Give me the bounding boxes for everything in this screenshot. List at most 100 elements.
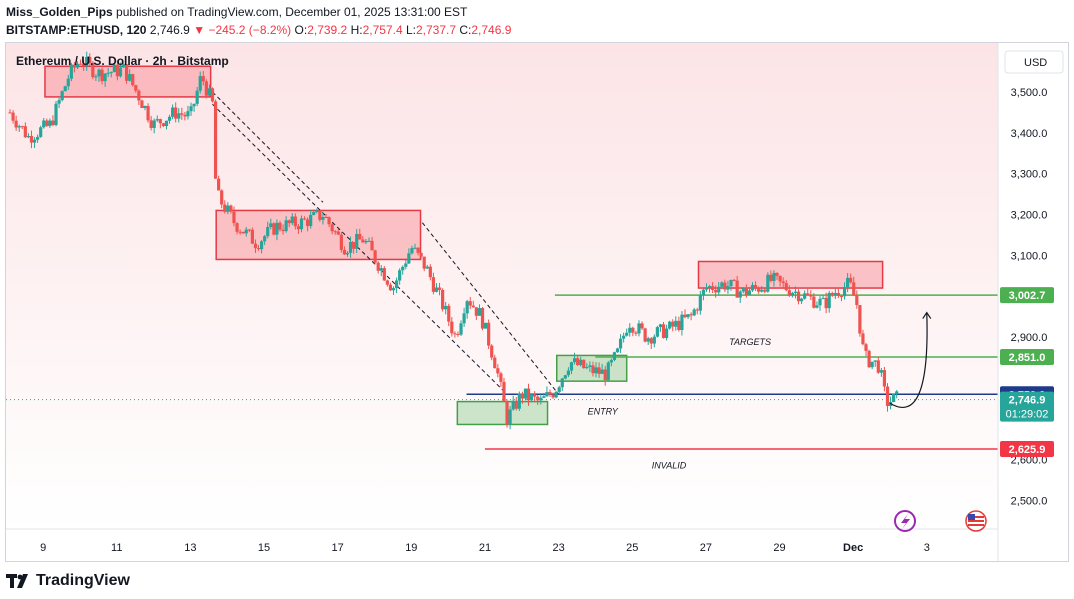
- low-label: L:: [405, 23, 416, 37]
- candle-body: [576, 358, 580, 366]
- candle-body: [217, 178, 221, 191]
- candle-body: [97, 69, 101, 77]
- candle-body: [263, 236, 267, 242]
- candle-body: [226, 205, 230, 212]
- candle-body: [149, 120, 153, 128]
- candle-body: [462, 313, 466, 324]
- candle-body: [419, 252, 423, 257]
- candle-body: [11, 112, 15, 121]
- candle-body: [447, 305, 451, 322]
- candle-body: [864, 344, 868, 351]
- candle-body: [778, 275, 782, 282]
- invalid-annotation: INVALID: [652, 461, 687, 471]
- last-price: 2,746.9: [149, 23, 190, 37]
- candle-body: [637, 323, 641, 334]
- candle-body: [155, 119, 159, 121]
- candle-body: [456, 334, 460, 336]
- candle-body: [348, 241, 353, 253]
- time-tick-label: 27: [700, 542, 712, 554]
- candle-body: [57, 100, 61, 104]
- candle-body: [235, 223, 239, 232]
- price-tick-label: 3,500.0: [1011, 87, 1048, 99]
- candle-body: [189, 106, 193, 112]
- dashed-trendline[interactable]: [212, 91, 324, 203]
- author-name[interactable]: Miss_Golden_Pips: [6, 5, 113, 19]
- candle-body: [572, 358, 577, 363]
- candle-body: [821, 297, 825, 299]
- last-price-label: 2,746.9: [1009, 395, 1046, 407]
- candle-body: [299, 218, 304, 230]
- time-tick-label: 21: [479, 542, 491, 554]
- candle-body: [398, 270, 402, 281]
- candle-body: [873, 360, 877, 362]
- candle-body: [618, 338, 623, 349]
- candle-body: [471, 305, 475, 308]
- candle-body: [870, 361, 874, 368]
- candle-body: [275, 222, 279, 235]
- price-chart[interactable]: TARGETS ENTRY INVALID 3,500.0 3,400.0 3,300.…: [6, 43, 1068, 561]
- candle-body: [63, 86, 67, 92]
- candle-body: [266, 226, 270, 237]
- candle-body: [480, 308, 485, 329]
- candle-body: [223, 204, 227, 212]
- candle-body: [186, 111, 190, 117]
- candle-body: [284, 220, 288, 232]
- currency-button[interactable]: [1004, 50, 1064, 74]
- candle-body: [183, 114, 187, 117]
- candle-body: [520, 393, 524, 399]
- support-zone[interactable]: [456, 400, 549, 426]
- candle-body: [210, 88, 215, 102]
- arrow-head-icon: [922, 311, 932, 319]
- resistance-zone[interactable]: [697, 260, 884, 289]
- projection-arrow[interactable]: [889, 312, 928, 409]
- candle-body: [413, 247, 417, 249]
- candle-body: [631, 327, 635, 333]
- candle-body: [103, 73, 107, 82]
- candle-body: [468, 301, 472, 306]
- time-tick-label: 25: [626, 542, 638, 554]
- candle-body: [566, 370, 571, 376]
- candle-body: [517, 393, 521, 409]
- candle-body: [238, 231, 242, 233]
- candle-body: [161, 123, 166, 127]
- candle-body: [51, 120, 55, 126]
- tradingview-brand[interactable]: TradingView: [36, 572, 130, 589]
- candle-body: [551, 394, 555, 398]
- candle-body: [204, 81, 208, 96]
- chart-title: Ethereum / U.S. Dollar · 2h · Bitstamp: [16, 54, 229, 68]
- candle-body: [579, 359, 583, 366]
- lightning-event-icon[interactable]: [894, 510, 916, 532]
- bar-countdown: 01:29:02: [1006, 409, 1049, 421]
- candle-body: [766, 274, 770, 292]
- candle-body: [345, 252, 350, 255]
- candle-body: [213, 101, 218, 179]
- candle-body: [514, 400, 518, 409]
- candle-body: [747, 290, 752, 295]
- currency-button-label[interactable]: USD: [1024, 57, 1047, 69]
- candle-body: [806, 293, 810, 295]
- candle-body: [582, 359, 586, 369]
- candle-body: [726, 286, 730, 290]
- dashed-trendline[interactable]: [212, 103, 508, 395]
- candle-body: [545, 392, 549, 397]
- candle-body: [115, 64, 119, 77]
- open-value: 2,739.2: [307, 23, 348, 37]
- candle-body: [171, 107, 175, 117]
- target-level-1-label-bg: [1000, 287, 1054, 304]
- candle-body: [410, 248, 414, 254]
- candle-body: [836, 293, 841, 296]
- candle-body: [505, 401, 509, 425]
- candle-body: [668, 321, 672, 329]
- candle-body: [533, 394, 537, 397]
- us-flag-icon[interactable]: [965, 510, 987, 532]
- time-tick-label: Dec: [843, 542, 863, 554]
- candle-body: [526, 388, 531, 401]
- candle-body: [655, 327, 659, 337]
- candle-body: [394, 280, 399, 289]
- candle-body: [60, 91, 64, 101]
- time-tick-label: 19: [405, 542, 417, 554]
- dashed-trendline[interactable]: [421, 222, 559, 395]
- symbol-line: BITSTAMP:ETHUSD, 120 2,746.9 ▼ −245.2 (−…: [6, 23, 511, 37]
- candle-body: [321, 217, 325, 220]
- candle-body: [425, 266, 429, 269]
